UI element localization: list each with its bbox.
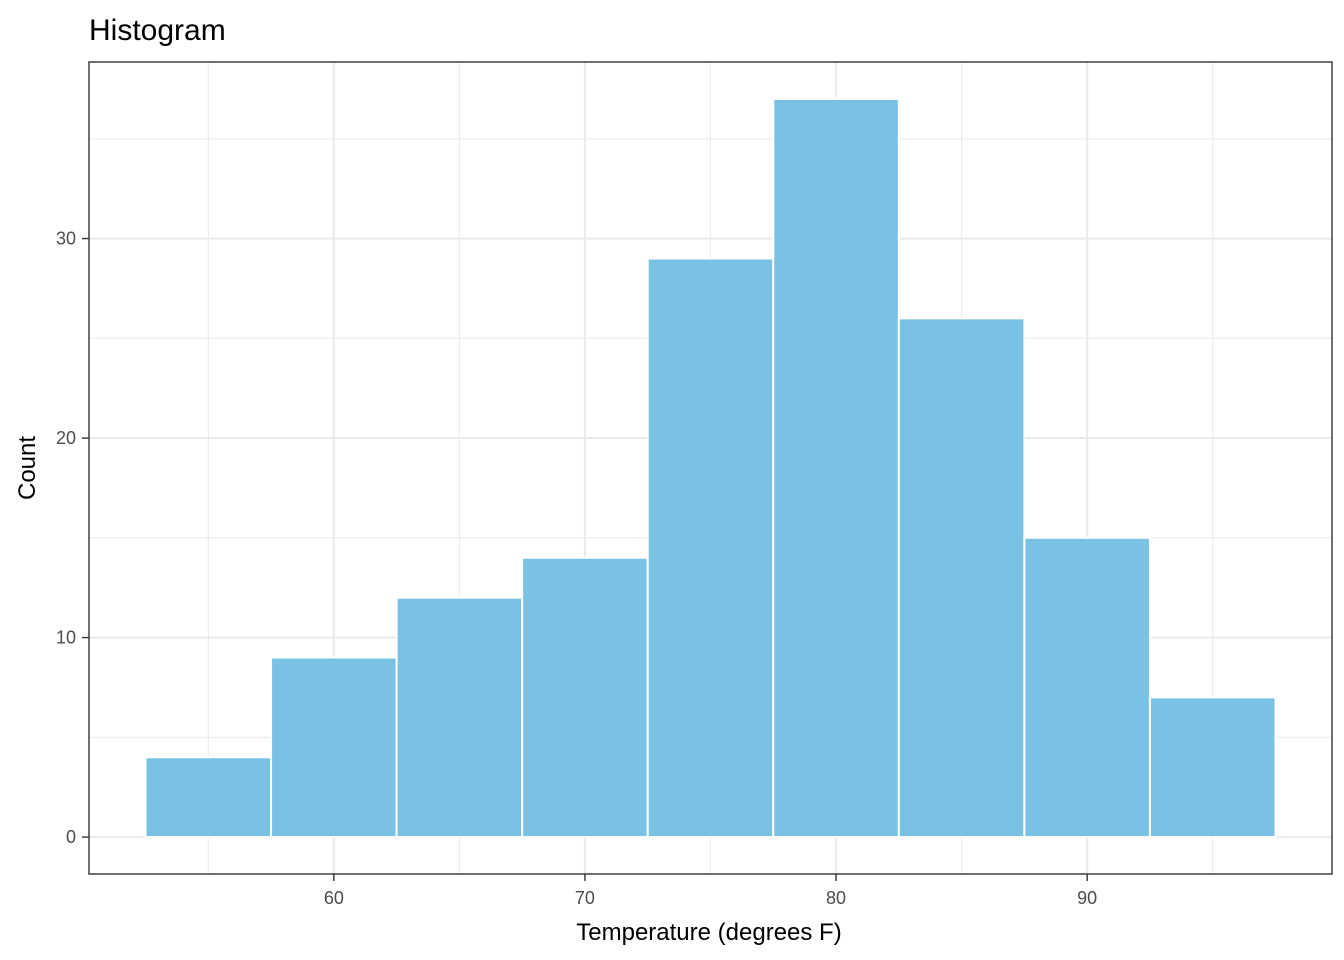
chart-title: Histogram (89, 14, 226, 47)
histogram-bars (144, 97, 1277, 839)
histogram-bar (646, 257, 775, 839)
x-tick-label: 80 (826, 888, 846, 908)
x-tick-label: 70 (575, 888, 595, 908)
histogram-bar (772, 97, 900, 839)
x-tick-label: 90 (1077, 888, 1097, 908)
histogram-bar (144, 756, 273, 839)
x-axis: 60 70 80 90 (324, 874, 1097, 908)
y-axis: 0 10 20 30 (56, 229, 89, 847)
y-tick-label: 10 (56, 628, 76, 648)
y-tick-label: 30 (56, 229, 76, 249)
x-axis-title: Temperature (degrees F) (576, 919, 841, 946)
histogram-bar (395, 596, 524, 839)
y-tick-label: 20 (56, 428, 76, 448)
histogram-bar (521, 556, 649, 839)
histogram-bar (1148, 696, 1277, 839)
y-tick-label: 0 (66, 827, 76, 847)
x-tick-label: 60 (324, 888, 344, 908)
histogram-bar (897, 317, 1026, 839)
y-axis-title: Count (14, 436, 41, 500)
histogram-bar (1023, 536, 1151, 839)
histogram-bar (270, 656, 398, 839)
plot-panel-border (88, 61, 1333, 875)
